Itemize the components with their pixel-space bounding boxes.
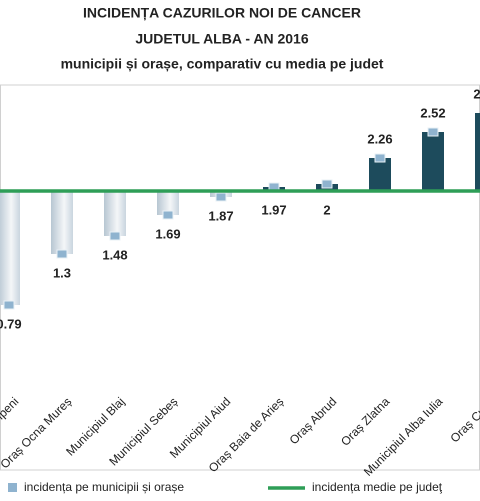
value-label: 0.79 xyxy=(0,316,22,331)
value-label: 1.48 xyxy=(102,247,127,262)
value-label: 2 xyxy=(323,202,330,217)
bar-cap xyxy=(321,179,333,189)
bar-cap xyxy=(215,192,227,202)
legend-marker xyxy=(8,483,17,492)
bar xyxy=(369,158,391,191)
plot-frame xyxy=(0,84,480,471)
value-label: 1.97 xyxy=(261,202,286,217)
bar xyxy=(422,132,444,191)
value-label: 2.52 xyxy=(420,105,445,120)
bar-cap xyxy=(162,210,174,220)
value-label: 2.26 xyxy=(367,131,392,146)
value-label: 1.3 xyxy=(53,265,71,280)
bar xyxy=(475,113,480,191)
bar-cap xyxy=(109,231,121,241)
bar-cap xyxy=(374,153,386,163)
value-label: 1.87 xyxy=(208,208,233,223)
bar xyxy=(0,191,20,305)
bar xyxy=(157,191,179,215)
x-label-group: Oraș Abrud xyxy=(287,394,340,447)
bar xyxy=(51,191,73,254)
chart-subtitle: JUDETUL ALBA - AN 2016 xyxy=(135,31,308,47)
value-label: 2.71 xyxy=(473,86,480,101)
bar-cap xyxy=(3,300,15,310)
x-tick-label: Oraș Zlatna xyxy=(338,394,392,448)
legend-label: incidența pe municipii și orașe xyxy=(24,480,184,494)
x-label-group: Oraș Cugir xyxy=(447,394,480,445)
chart-subtitle: municipii și orașe, comparativ cu media … xyxy=(61,56,384,72)
bar xyxy=(104,191,126,236)
chart-title: INCIDENȚA CAZURILOR NOI DE CANCER xyxy=(83,5,361,21)
x-label-group: Oraș Zlatna xyxy=(338,394,392,448)
x-tick-label: Oraș Abrud xyxy=(287,394,340,447)
legend-label: incidența medie pe judeţ xyxy=(312,480,443,494)
x-tick-label: Oraș Cugir xyxy=(447,394,480,445)
value-label: 1.69 xyxy=(155,226,180,241)
bar-cap xyxy=(427,127,439,137)
bar-cap xyxy=(56,249,68,259)
